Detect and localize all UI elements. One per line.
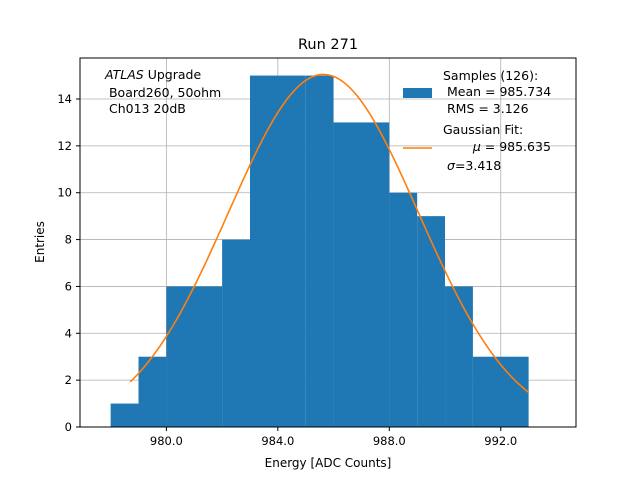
x-tick-label: 988.0 (373, 434, 406, 448)
y-tick-label: 2 (65, 373, 72, 387)
svg-text:σ=3.418: σ=3.418 (447, 158, 501, 173)
x-tick-label: 980.0 (150, 434, 183, 448)
histogram-bar (222, 239, 250, 427)
y-tick-label: 12 (57, 139, 72, 153)
histogram-bar (389, 192, 418, 427)
y-tick-label: 4 (65, 326, 72, 340)
legend-fit-title: Gaussian Fit: (443, 122, 523, 137)
atlas-annotation: ATLAS Upgrade Board260, 50ohm Ch013 20dB (104, 67, 221, 116)
channel-label: Ch013 20dB (105, 101, 186, 116)
histogram-bar (249, 75, 306, 428)
histogram-bar (138, 356, 167, 427)
y-tick-label: 0 (65, 420, 72, 434)
histogram-bar (445, 286, 473, 427)
histogram-bar (417, 216, 446, 427)
legend-histogram-swatch (403, 88, 432, 98)
svg-text:ATLAS Upgrade: ATLAS Upgrade (104, 67, 201, 82)
legend-fit-sigma-symbol: σ (447, 158, 456, 173)
histogram-bar (305, 75, 334, 428)
y-axis-label: Entries (33, 221, 47, 263)
legend-fit-mu-value: = 985.635 (481, 139, 551, 154)
legend-fit-sigma-value: =3.418 (455, 158, 501, 173)
legend-samples-count: Samples (126): (443, 68, 538, 83)
legend-samples-rms: RMS = 3.126 (443, 101, 529, 116)
legend: Samples (126): Mean = 985.734 RMS = 3.12… (403, 68, 571, 173)
x-axis-ticks: 980.0 984.0 988.0 992.0 (150, 427, 517, 448)
legend-fit-mu-symbol: μ (472, 139, 481, 154)
gaussian-fit-curve (129, 73, 530, 394)
y-tick-label: 10 (57, 186, 72, 200)
x-axis-label: Energy [ADC Counts] (265, 456, 392, 470)
y-tick-label: 14 (57, 92, 72, 106)
y-tick-label: 8 (65, 233, 72, 247)
legend-samples-mean: Mean = 985.734 (443, 84, 551, 99)
y-tick-label: 6 (65, 279, 72, 293)
histogram-bar (472, 356, 529, 427)
axes-frame (79, 57, 577, 428)
atlas-label: ATLAS (104, 67, 144, 82)
svg-text:μ = 985.635: μ = 985.635 (445, 139, 571, 154)
histogram-bar (333, 122, 390, 427)
y-axis-ticks: 0 2 4 6 8 10 12 14 (57, 92, 80, 434)
histogram-bar (166, 286, 223, 427)
board-label: Board260, 50ohm (105, 85, 221, 100)
upgrade-label: Upgrade (144, 67, 202, 82)
histogram-bars (110, 75, 529, 428)
x-tick-label: 984.0 (261, 434, 294, 448)
histogram-bar (110, 403, 139, 427)
x-tick-label: 992.0 (484, 434, 517, 448)
chart-title: Run 271 (298, 37, 358, 53)
